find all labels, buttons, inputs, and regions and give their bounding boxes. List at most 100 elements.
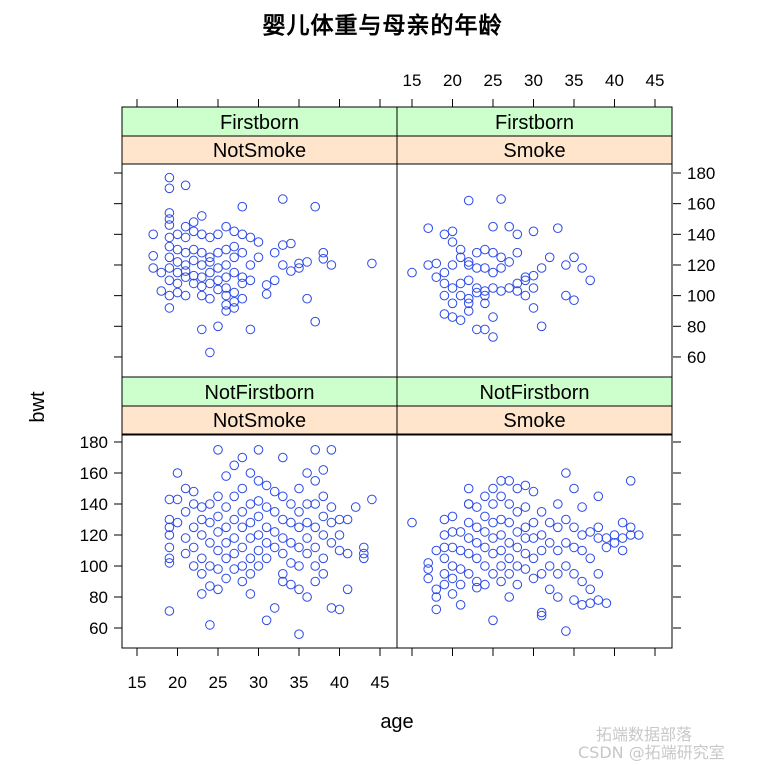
data-point bbox=[447, 561, 458, 571]
strip-outer bbox=[396, 106, 673, 137]
data-point bbox=[180, 290, 191, 301]
data-point bbox=[455, 545, 466, 556]
data-point bbox=[577, 576, 587, 587]
data-point bbox=[286, 558, 296, 568]
strip-inner-label: NotSmoke bbox=[213, 410, 306, 432]
data-point bbox=[472, 576, 482, 587]
data-point bbox=[197, 211, 207, 221]
data-point bbox=[585, 527, 596, 537]
data-point bbox=[253, 545, 264, 556]
data-point bbox=[245, 275, 256, 286]
data-point bbox=[213, 321, 223, 332]
data-point bbox=[245, 260, 256, 270]
data-point bbox=[261, 480, 272, 491]
strip-inner bbox=[121, 405, 398, 435]
data-point bbox=[278, 194, 288, 204]
data-point bbox=[577, 600, 587, 610]
panel-notfirstborn-smoke: NotFirstborn Smoke bbox=[396, 376, 673, 649]
data-point bbox=[286, 238, 296, 249]
x-tick-label-bottom: 20 bbox=[168, 673, 187, 692]
data-point bbox=[229, 460, 239, 471]
data-point bbox=[504, 538, 515, 548]
data-point bbox=[625, 476, 636, 486]
data-point bbox=[188, 244, 199, 255]
data-point bbox=[488, 312, 498, 322]
data-point bbox=[536, 530, 547, 540]
panel-points bbox=[407, 468, 644, 636]
y-tick-label-right: 140 bbox=[687, 225, 715, 244]
data-point bbox=[261, 553, 272, 564]
data-point bbox=[310, 561, 321, 571]
data-point bbox=[188, 542, 199, 553]
data-point bbox=[286, 538, 296, 548]
data-point bbox=[480, 290, 490, 301]
data-point bbox=[480, 542, 490, 553]
data-point bbox=[593, 569, 604, 579]
data-point bbox=[512, 561, 523, 571]
data-point bbox=[488, 517, 498, 528]
data-point bbox=[447, 283, 458, 293]
data-point bbox=[447, 527, 458, 537]
data-point bbox=[326, 445, 337, 455]
data-point bbox=[423, 260, 434, 270]
data-point bbox=[286, 579, 296, 590]
data-point bbox=[536, 507, 547, 517]
data-point bbox=[237, 452, 248, 463]
data-point bbox=[463, 293, 474, 304]
panel-points bbox=[164, 445, 377, 640]
data-point bbox=[269, 275, 280, 286]
data-point bbox=[286, 499, 296, 509]
data-point bbox=[205, 517, 215, 528]
data-point bbox=[197, 569, 207, 579]
data-point bbox=[326, 502, 337, 512]
data-point bbox=[294, 584, 304, 595]
data-point bbox=[609, 538, 620, 548]
data-point bbox=[180, 507, 191, 517]
data-point bbox=[528, 283, 539, 293]
data-point bbox=[197, 229, 207, 240]
data-point bbox=[253, 237, 264, 247]
x-tick-label-top: 45 bbox=[646, 71, 665, 90]
data-point bbox=[205, 620, 215, 630]
data-point bbox=[245, 324, 256, 335]
data-point bbox=[310, 542, 321, 553]
data-point bbox=[253, 496, 264, 506]
x-tick-label-top: 15 bbox=[403, 71, 422, 90]
data-point bbox=[504, 592, 515, 602]
data-point bbox=[278, 533, 288, 543]
data-point bbox=[569, 595, 579, 605]
panel-frame bbox=[121, 163, 398, 379]
data-point bbox=[172, 287, 183, 298]
data-point bbox=[188, 522, 199, 533]
data-point bbox=[553, 545, 563, 556]
data-point bbox=[245, 569, 256, 579]
data-point bbox=[488, 247, 498, 258]
data-point bbox=[302, 592, 312, 602]
data-point bbox=[164, 183, 175, 194]
data-point bbox=[318, 491, 329, 502]
data-point bbox=[569, 295, 579, 306]
data-point bbox=[447, 542, 458, 553]
data-point bbox=[188, 278, 199, 289]
data-point bbox=[520, 522, 531, 533]
data-point bbox=[237, 561, 248, 571]
data-point bbox=[180, 260, 191, 270]
data-point bbox=[512, 542, 523, 553]
data-point bbox=[577, 502, 587, 512]
data-point bbox=[463, 257, 474, 267]
y-tick-label-left: 140 bbox=[80, 495, 108, 514]
data-point bbox=[245, 232, 256, 243]
data-point bbox=[221, 573, 231, 584]
data-point bbox=[221, 300, 231, 310]
panel-firstborn-smoke: Firstborn Smoke bbox=[396, 106, 673, 379]
data-point bbox=[164, 208, 175, 218]
data-point bbox=[528, 486, 539, 497]
data-point bbox=[197, 260, 207, 270]
data-point bbox=[480, 561, 490, 571]
data-point bbox=[504, 476, 515, 486]
data-point bbox=[455, 315, 466, 326]
data-point bbox=[334, 514, 345, 525]
data-point bbox=[261, 289, 272, 299]
data-point bbox=[180, 533, 191, 543]
data-point bbox=[504, 257, 515, 267]
